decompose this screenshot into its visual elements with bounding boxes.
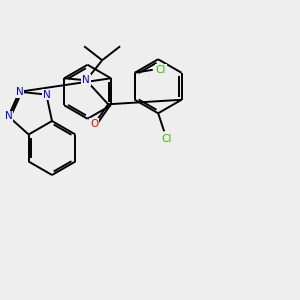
Text: N: N xyxy=(82,75,90,85)
Text: N: N xyxy=(5,111,12,122)
Text: Cl: Cl xyxy=(156,65,166,75)
Text: N: N xyxy=(43,90,50,100)
Text: Cl: Cl xyxy=(161,134,171,144)
Text: O: O xyxy=(90,119,98,129)
Text: N: N xyxy=(16,87,23,97)
